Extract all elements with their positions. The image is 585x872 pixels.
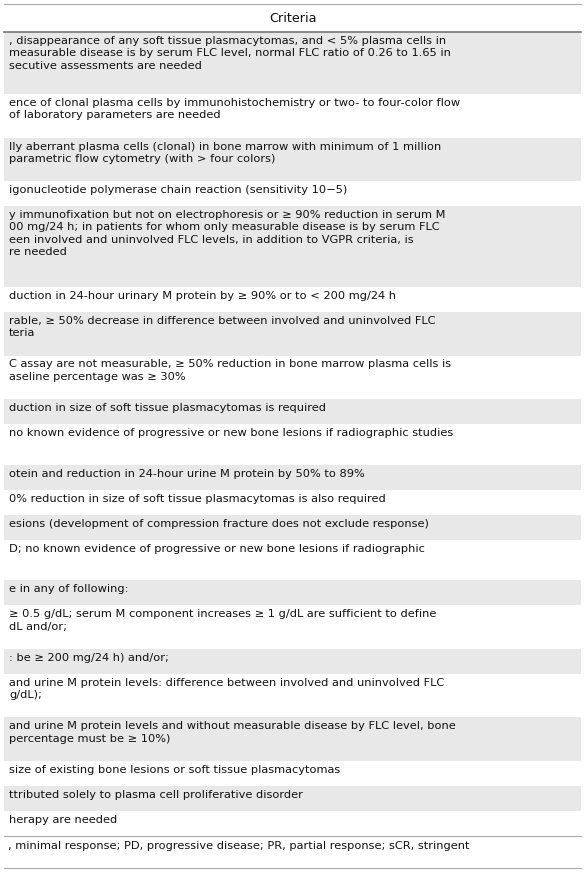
Text: D; no known evidence of progressive or new bone lesions if radiographic: D; no known evidence of progressive or n…: [9, 543, 425, 554]
Bar: [4, 356, 581, 399]
Text: , disappearance of any soft tissue plasmacytomas, and < 5% plasma cells in
measu: , disappearance of any soft tissue plasm…: [9, 36, 451, 71]
Bar: [4, 490, 581, 514]
Bar: [4, 4, 581, 32]
Bar: [4, 424, 581, 449]
Text: and urine M protein levels: difference between involved and uninvolved FLC
g/dL): and urine M protein levels: difference b…: [9, 678, 444, 700]
Text: and urine M protein levels and without measurable disease by FLC level, bone
per: and urine M protein levels and without m…: [9, 721, 456, 744]
Bar: [4, 465, 581, 490]
Bar: [4, 761, 581, 786]
Bar: [4, 605, 581, 649]
Bar: [4, 514, 581, 540]
Bar: [4, 312, 581, 356]
Bar: [4, 581, 581, 605]
Text: esions (development of compression fracture does not exclude response): esions (development of compression fract…: [9, 519, 429, 528]
Text: ttributed solely to plasma cell proliferative disorder: ttributed solely to plasma cell prolifer…: [9, 790, 303, 800]
Text: igonucleotide polymerase chain reaction (sensitivity 10−5): igonucleotide polymerase chain reaction …: [9, 185, 347, 195]
Bar: [4, 181, 581, 207]
Text: : be ≥ 200 mg/24 h) and/or;: : be ≥ 200 mg/24 h) and/or;: [9, 653, 169, 663]
Text: lly aberrant plasma cells (clonal) in bone marrow with minimum of 1 million
para: lly aberrant plasma cells (clonal) in bo…: [9, 141, 441, 164]
Text: size of existing bone lesions or soft tissue plasmacytomas: size of existing bone lesions or soft ti…: [9, 765, 340, 775]
Text: ence of clonal plasma cells by immunohistochemistry or two- to four-color flow
o: ence of clonal plasma cells by immunohis…: [9, 98, 460, 120]
Text: , minimal response; PD, progressive disease; PR, partial response; sCR, stringen: , minimal response; PD, progressive dise…: [8, 841, 470, 851]
Text: y immunofixation but not on electrophoresis or ≥ 90% reduction in serum M
00 mg/: y immunofixation but not on electrophore…: [9, 210, 446, 257]
Bar: [4, 649, 581, 674]
Bar: [4, 565, 581, 581]
Text: rable, ≥ 50% decrease in difference between involved and uninvolved FLC
teria: rable, ≥ 50% decrease in difference betw…: [9, 316, 435, 338]
Bar: [4, 811, 581, 836]
Bar: [4, 94, 581, 138]
Text: e in any of following:: e in any of following:: [9, 584, 129, 594]
Text: no known evidence of progressive or new bone lesions if radiographic studies: no known evidence of progressive or new …: [9, 428, 453, 438]
Bar: [4, 449, 581, 465]
Bar: [4, 540, 581, 565]
Bar: [4, 32, 581, 94]
Text: 0% reduction in size of soft tissue plasmacytomas is also required: 0% reduction in size of soft tissue plas…: [9, 494, 386, 503]
Bar: [4, 786, 581, 811]
Bar: [4, 287, 581, 312]
Bar: [4, 674, 581, 718]
Bar: [4, 207, 581, 287]
Bar: [4, 138, 581, 181]
Bar: [4, 399, 581, 424]
Text: duction in size of soft tissue plasmacytomas is required: duction in size of soft tissue plasmacyt…: [9, 403, 326, 413]
Text: C assay are not measurable, ≥ 50% reduction in bone marrow plasma cells is
aseli: C assay are not measurable, ≥ 50% reduct…: [9, 359, 451, 382]
Text: herapy are needed: herapy are needed: [9, 814, 117, 825]
Bar: [4, 718, 581, 761]
Text: ≥ 0.5 g/dL; serum M component increases ≥ 1 g/dL are sufficient to define
dL and: ≥ 0.5 g/dL; serum M component increases …: [9, 610, 436, 631]
Text: Criteria: Criteria: [269, 11, 316, 24]
Text: otein and reduction in 24-hour urine M protein by 50% to 89%: otein and reduction in 24-hour urine M p…: [9, 468, 365, 479]
Text: duction in 24-hour urinary M protein by ≥ 90% or to < 200 mg/24 h: duction in 24-hour urinary M protein by …: [9, 291, 396, 301]
